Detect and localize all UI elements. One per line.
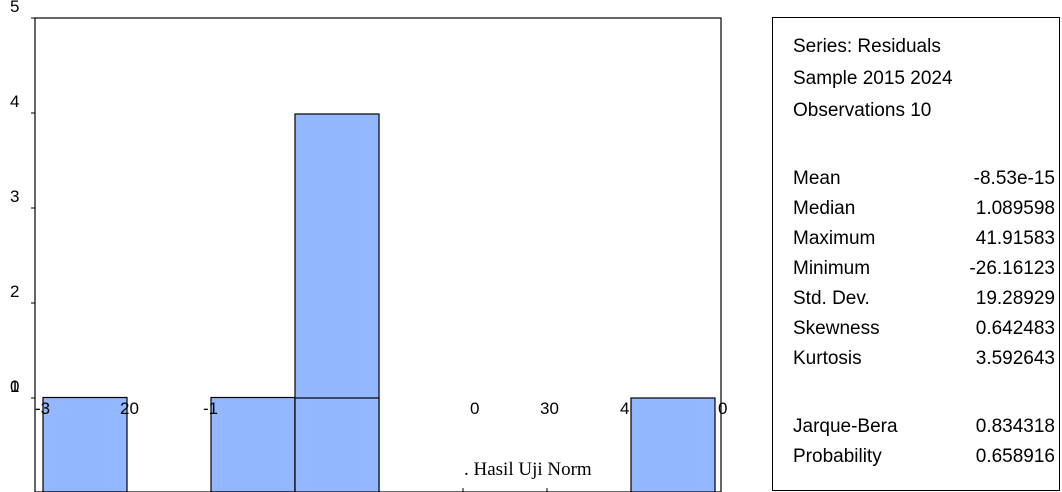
stat-label: Mean [793,168,841,189]
stat-label: Probability [793,446,882,467]
stat-value: -8.53e-15 [973,168,1055,189]
plot-frame [34,17,722,492]
histogram-bar [210,396,296,492]
y-tick-label: 4 [10,92,19,111]
x-tick-label: 20 [120,399,139,418]
y-tick-label: 5 [10,0,19,16]
stat-label: Maximum [793,228,876,249]
y-tick-label: 0 [10,377,19,396]
overlay-bars [294,397,716,492]
stat-value: 1.089598 [975,198,1055,219]
stat-label: Std. Dev. [793,288,870,309]
histogram-bar [294,397,380,492]
stat-value: 41.91583 [975,228,1055,249]
histogram-bar [630,397,716,492]
stat-value: 0.642483 [975,318,1055,339]
x-tick-label: 4 [620,399,629,418]
stat-label: Jarque-Bera [793,416,898,437]
stat-label: Minimum [793,258,871,279]
stat-label: Kurtosis [793,348,862,369]
statistics-panel: Series: Residuals Sample 2015 2024 Obser… [772,17,1060,491]
stat-label: Skewness [793,318,880,339]
x-tick-label: 0 [718,399,727,418]
stat-label: Median [793,198,856,219]
y-tick-label: 3 [10,187,19,206]
stat-value: 0.834318 [975,416,1055,437]
x-tick-label: 0 [470,399,479,418]
x-tick-label: 30 [540,399,559,418]
x-axis-ticks: -3 20 -1 0 30 4 0 [35,399,727,492]
observations-label: Observations 10 [793,100,932,121]
y-axis-ticks: 01 2 3 4 5 [10,0,35,399]
x-tick-label: -1 [203,399,218,418]
sample-label: Sample 2015 2024 [793,68,953,89]
stat-value: 19.28929 [975,288,1055,309]
stat-value: -26.16123 [969,258,1055,279]
series-label: Series: Residuals [793,36,941,57]
histogram-bar [42,396,128,492]
stat-value: 3.592643 [975,348,1055,369]
figure-caption: . Hasil Uji Norm [464,459,592,480]
x-tick-label: -3 [35,399,50,418]
y-tick-label: 2 [10,282,19,301]
y-tick-label: 1 [10,377,19,396]
stat-value: 0.658916 [975,446,1055,467]
